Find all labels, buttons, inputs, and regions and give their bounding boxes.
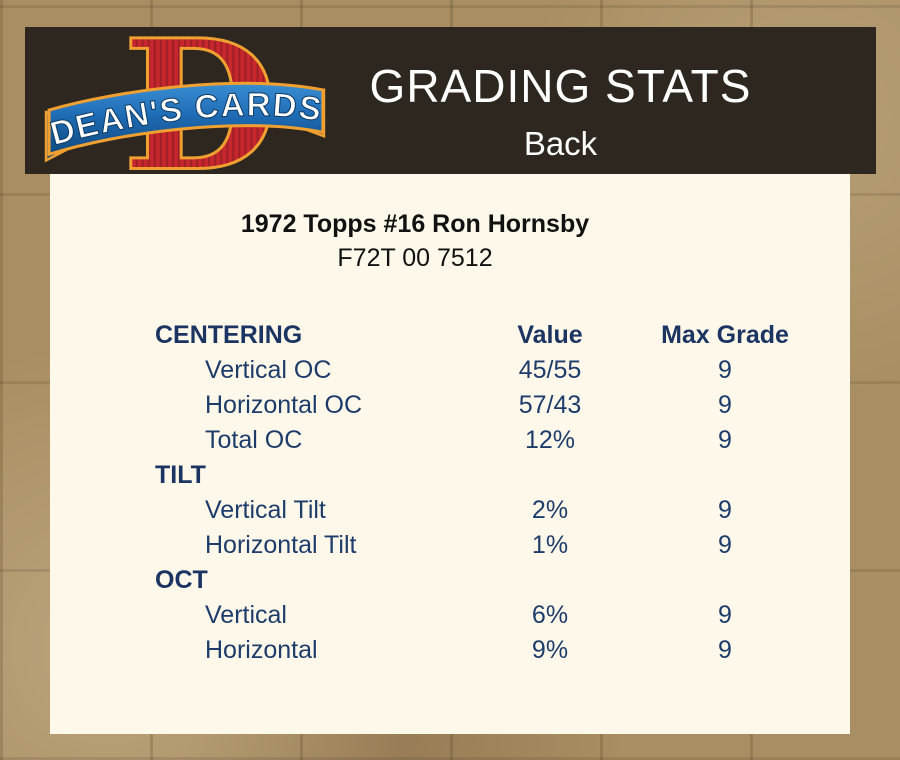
section-row-oct: OCT bbox=[50, 563, 850, 598]
row-max-grade: 9 bbox=[718, 391, 732, 419]
row-value: 9% bbox=[531, 636, 569, 664]
section-row-tilt: TILT bbox=[50, 458, 850, 493]
row-value: 6% bbox=[531, 601, 569, 629]
row-value: 57/43 bbox=[518, 391, 582, 419]
stats-table: CENTERING Value Max Grade Vertical OC 45… bbox=[50, 318, 850, 668]
row-label: Vertical Tilt bbox=[205, 496, 326, 524]
row-value: 12% bbox=[524, 426, 576, 454]
table-row-oct-horizontal: Horizontal 9% 9 bbox=[50, 633, 850, 668]
row-max-grade: 9 bbox=[718, 636, 732, 664]
row-label: Vertical bbox=[205, 601, 287, 629]
stats-panel: 1972 Topps #16 Ron Hornsby F72T 00 7512 … bbox=[50, 174, 850, 734]
header-titles: GRADING STATS Back bbox=[305, 27, 816, 174]
ribbon-banner-icon bbox=[47, 81, 325, 157]
section-title-centering: CENTERING bbox=[155, 321, 303, 349]
table-row-vertical-oc: Vertical OC 45/55 9 bbox=[50, 353, 850, 388]
table-header-row: CENTERING Value Max Grade bbox=[50, 318, 850, 353]
table-row-horizontal-oc: Horizontal OC 57/43 9 bbox=[50, 388, 850, 423]
table-row-horizontal-tilt: Horizontal Tilt 1% 9 bbox=[50, 528, 850, 563]
card-name: 1972 Topps #16 Ron Hornsby bbox=[240, 210, 590, 238]
column-header-value: Value bbox=[517, 321, 583, 349]
page-title: GRADING STATS bbox=[369, 60, 752, 112]
row-max-grade: 9 bbox=[718, 531, 732, 559]
header-bar: D DEAN'S CARDS GRADING STATS Back bbox=[25, 0, 876, 213]
row-value: 45/55 bbox=[518, 356, 582, 384]
section-title-tilt: TILT bbox=[155, 461, 206, 489]
row-max-grade: 9 bbox=[718, 496, 732, 524]
table-row-total-oc: Total OC 12% 9 bbox=[50, 423, 850, 458]
row-value: 1% bbox=[531, 531, 569, 559]
row-label: Vertical OC bbox=[205, 356, 332, 384]
table-row-vertical-tilt: Vertical Tilt 2% 9 bbox=[50, 493, 850, 528]
card-serial: F72T 00 7512 bbox=[337, 244, 493, 272]
row-value: 2% bbox=[531, 496, 569, 524]
row-label: Total OC bbox=[205, 426, 303, 454]
table-row-oct-vertical: Vertical 6% 9 bbox=[50, 598, 850, 633]
row-max-grade: 9 bbox=[718, 601, 732, 629]
deans-cards-logo[interactable]: D DEAN'S CARDS bbox=[39, 0, 331, 213]
row-label: Horizontal OC bbox=[205, 391, 362, 419]
column-header-max-grade: Max Grade bbox=[661, 321, 789, 349]
page-subtitle: Back bbox=[523, 125, 598, 162]
deans-cards-logo-graphic: D DEAN'S CARDS bbox=[44, 0, 326, 213]
row-max-grade: 9 bbox=[718, 356, 732, 384]
row-label: Horizontal Tilt bbox=[205, 531, 357, 559]
row-max-grade: 9 bbox=[718, 426, 732, 454]
section-title-oct: OCT bbox=[155, 566, 208, 594]
row-label: Horizontal bbox=[205, 636, 318, 664]
